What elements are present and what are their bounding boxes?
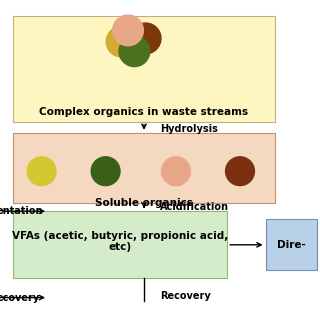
Text: Recovery: Recovery: [160, 291, 211, 301]
FancyBboxPatch shape: [13, 211, 227, 278]
Circle shape: [162, 157, 190, 186]
Circle shape: [27, 157, 56, 186]
Circle shape: [113, 15, 143, 46]
Circle shape: [91, 157, 120, 186]
Text: Acidification: Acidification: [160, 202, 229, 212]
Text: Complex organics in waste streams: Complex organics in waste streams: [39, 107, 249, 117]
Text: ecovery: ecovery: [0, 292, 40, 303]
FancyBboxPatch shape: [13, 133, 275, 203]
Circle shape: [119, 36, 150, 67]
Circle shape: [130, 23, 161, 54]
Text: VFAs (acetic, butyric, propionic acid,
etc): VFAs (acetic, butyric, propionic acid, e…: [12, 231, 228, 252]
FancyBboxPatch shape: [13, 16, 275, 122]
Circle shape: [106, 26, 137, 57]
Text: Hydrolysis: Hydrolysis: [160, 124, 218, 134]
Circle shape: [226, 157, 254, 186]
Text: entation: entation: [0, 206, 43, 216]
Text: Dire-: Dire-: [277, 240, 306, 250]
FancyBboxPatch shape: [266, 219, 317, 270]
Text: Soluble organics: Soluble organics: [95, 198, 193, 208]
